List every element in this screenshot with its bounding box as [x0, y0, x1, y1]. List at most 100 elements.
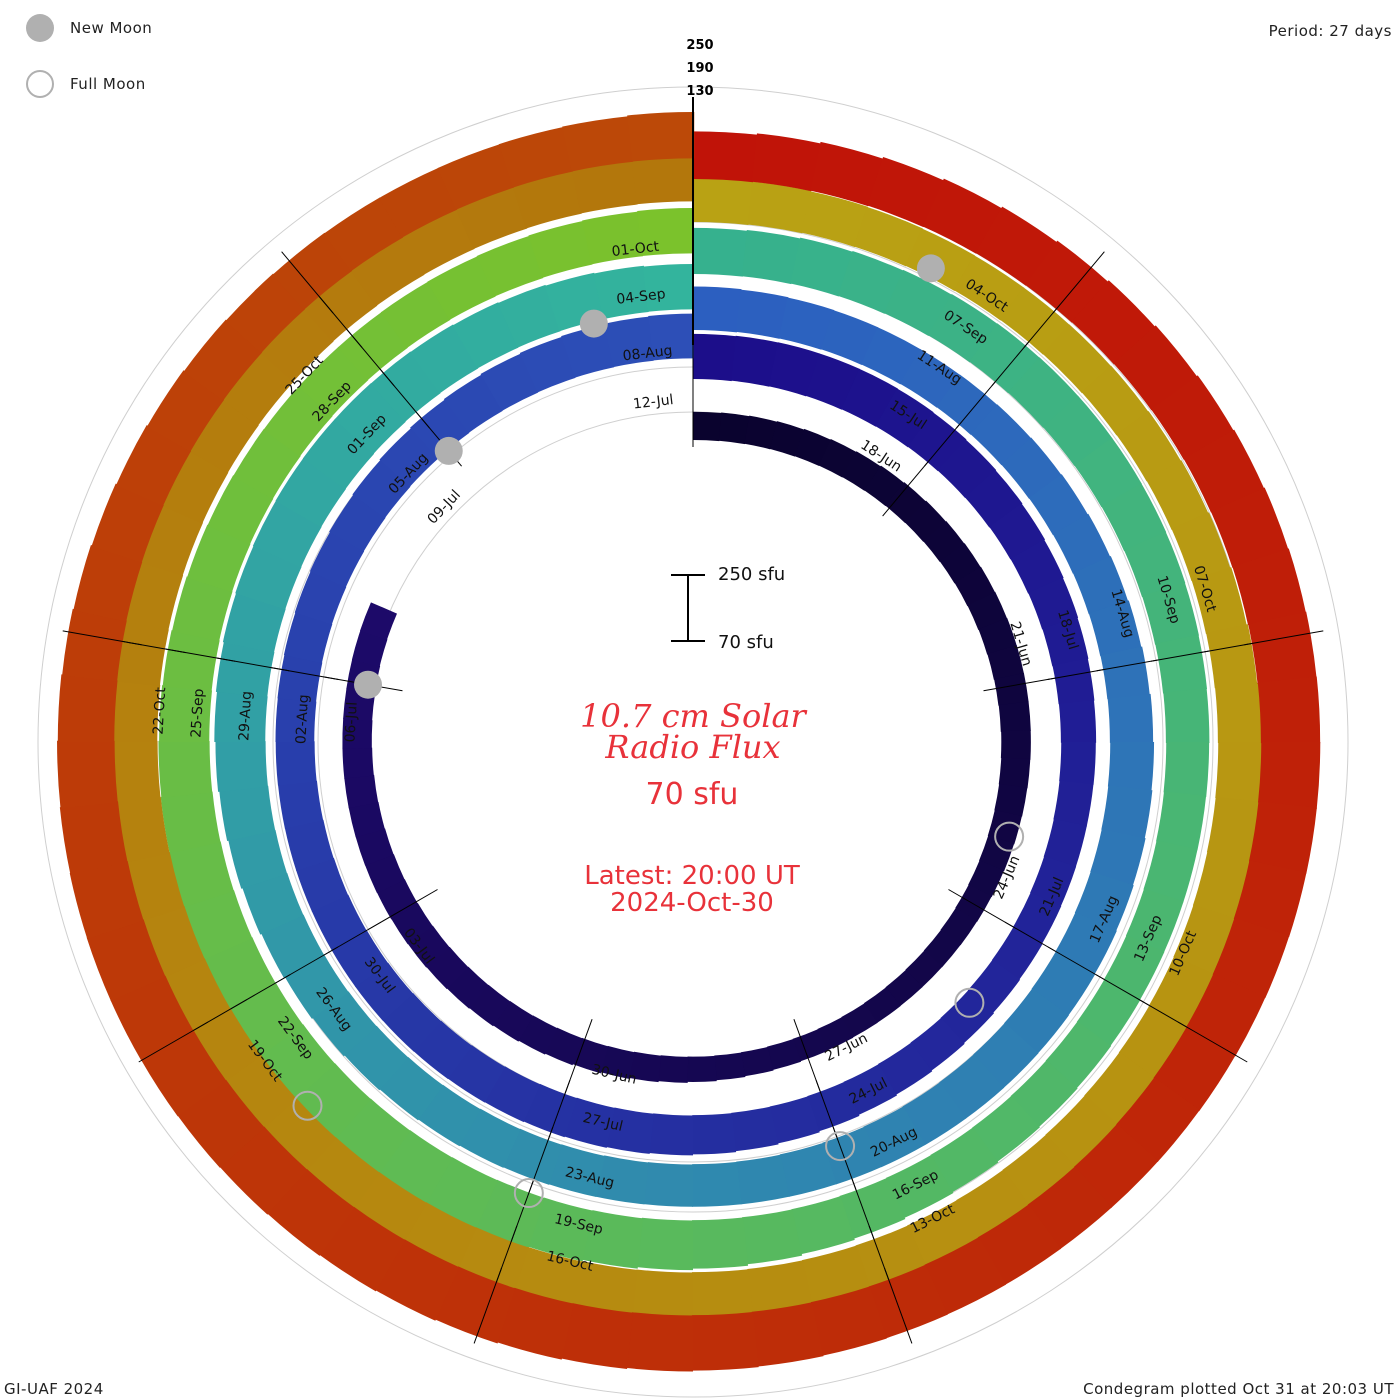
flux-segment: [182, 890, 253, 960]
flux-segment: [272, 232, 353, 310]
flux-segment: [636, 1217, 693, 1271]
flux-segment: [235, 545, 302, 610]
flux-segment: [886, 1154, 954, 1219]
flux-segment: [86, 919, 166, 1002]
flux-segment: [939, 1054, 1005, 1119]
flux-segment: [334, 1098, 411, 1175]
flux-segment: [496, 1287, 574, 1360]
date-label: 25-Sep: [188, 688, 207, 738]
flux-segment: [116, 425, 192, 507]
flux-segment: [303, 1137, 380, 1212]
flux-segment: [972, 1095, 1040, 1163]
flux-segment: [792, 1029, 828, 1062]
flux-segment: [805, 353, 860, 410]
flux-segment: [975, 206, 1058, 286]
new-moon-marker: [434, 436, 463, 465]
flux-segment: [528, 220, 593, 278]
flux-segment: [1000, 730, 1031, 760]
flux-segment: [1071, 280, 1156, 365]
flux-segment: [69, 860, 144, 939]
flux-segment: [581, 1210, 643, 1269]
date-label: 29-Aug: [236, 691, 255, 742]
flux-segment: [342, 747, 374, 779]
flux-segment: [810, 141, 884, 207]
flux-segment: [693, 227, 748, 277]
flux-segment: [1103, 935, 1165, 1001]
flux-segment: [186, 524, 251, 593]
flux-segment: [807, 1081, 860, 1132]
chart-title-line2: Radio Flux: [604, 728, 780, 766]
flux-segment: [1153, 1027, 1236, 1112]
flux-segment: [731, 1106, 779, 1152]
flux-segment: [1001, 437, 1062, 499]
flux-segment: [1055, 912, 1117, 975]
flux-segment: [162, 958, 231, 1033]
flux-segment: [232, 428, 301, 500]
flux-segment: [359, 602, 397, 640]
scale-bottom-label: 70 sfu: [718, 632, 774, 653]
flux-segment: [283, 611, 333, 664]
flux-segment: [648, 313, 694, 361]
flux-segment: [177, 1079, 265, 1168]
flux-segment: [527, 1197, 594, 1262]
ring-scale-label: 190: [686, 61, 713, 76]
flux-segment: [991, 927, 1043, 980]
flux-segment: [437, 144, 515, 210]
flux-segment: [1043, 818, 1087, 868]
flux-segment: [994, 673, 1029, 706]
flux-segment: [417, 1084, 481, 1147]
flux-segment: [875, 388, 934, 448]
flux-segment: [790, 237, 854, 297]
flux-segment: [261, 1097, 337, 1174]
flux-segment: [572, 1037, 609, 1074]
flux-segment: [114, 796, 170, 863]
flux-segment: [309, 531, 365, 588]
date-label: 06-Jul: [342, 701, 360, 742]
flux-segment: [519, 336, 576, 393]
date-label: 04-Sep: [616, 286, 667, 308]
flux-segment: [930, 1127, 999, 1193]
flux-segment: [1156, 791, 1207, 851]
flux-segment: [399, 204, 475, 275]
flux-segment: [779, 1142, 837, 1197]
flux-segment: [228, 829, 288, 889]
flux-segment: [967, 959, 1021, 1014]
flux-segment: [452, 302, 519, 369]
flux-segment: [794, 428, 832, 467]
flux-segment: [940, 907, 978, 946]
legend-new-moon-label: New Moon: [70, 19, 153, 37]
flux-segment: [1116, 411, 1182, 482]
flux-segment: [275, 697, 317, 742]
flux-segment: [214, 691, 268, 742]
flux-segment: [348, 801, 385, 838]
flux-segment: [1146, 460, 1209, 531]
moon-markers: [292, 254, 1025, 1209]
flux-segment: [1028, 577, 1079, 630]
flux-segment: [769, 421, 805, 457]
date-label: 12-Jul: [632, 392, 674, 413]
full-moon-marker: [292, 1090, 323, 1121]
flux-segment: [718, 412, 750, 445]
flux-segment: [1107, 742, 1155, 792]
flux-segment: [1171, 512, 1231, 582]
flux-segment: [302, 418, 375, 490]
flux-segment: [560, 1303, 634, 1369]
flux-segment: [867, 157, 945, 228]
ring-scale-labels: 250 190 130: [686, 38, 714, 345]
flux-segment: [323, 197, 404, 272]
flux-segment: [1248, 611, 1317, 684]
flux-segment: [691, 1269, 754, 1325]
day-separator: [1244, 630, 1324, 646]
flux-segment: [744, 415, 778, 450]
flux-segment: [768, 342, 821, 397]
flux-segment: [648, 1113, 693, 1156]
reference-circle: [37, 86, 1349, 1398]
flux-segment: [1233, 860, 1307, 938]
flux-segment: [355, 828, 394, 866]
flux-segment: [278, 780, 324, 829]
flux-segment: [937, 439, 997, 499]
flux-segment: [497, 284, 561, 348]
flux-segment: [1045, 1095, 1124, 1174]
flux-segment: [401, 1202, 477, 1273]
flux-segment: [112, 619, 169, 686]
